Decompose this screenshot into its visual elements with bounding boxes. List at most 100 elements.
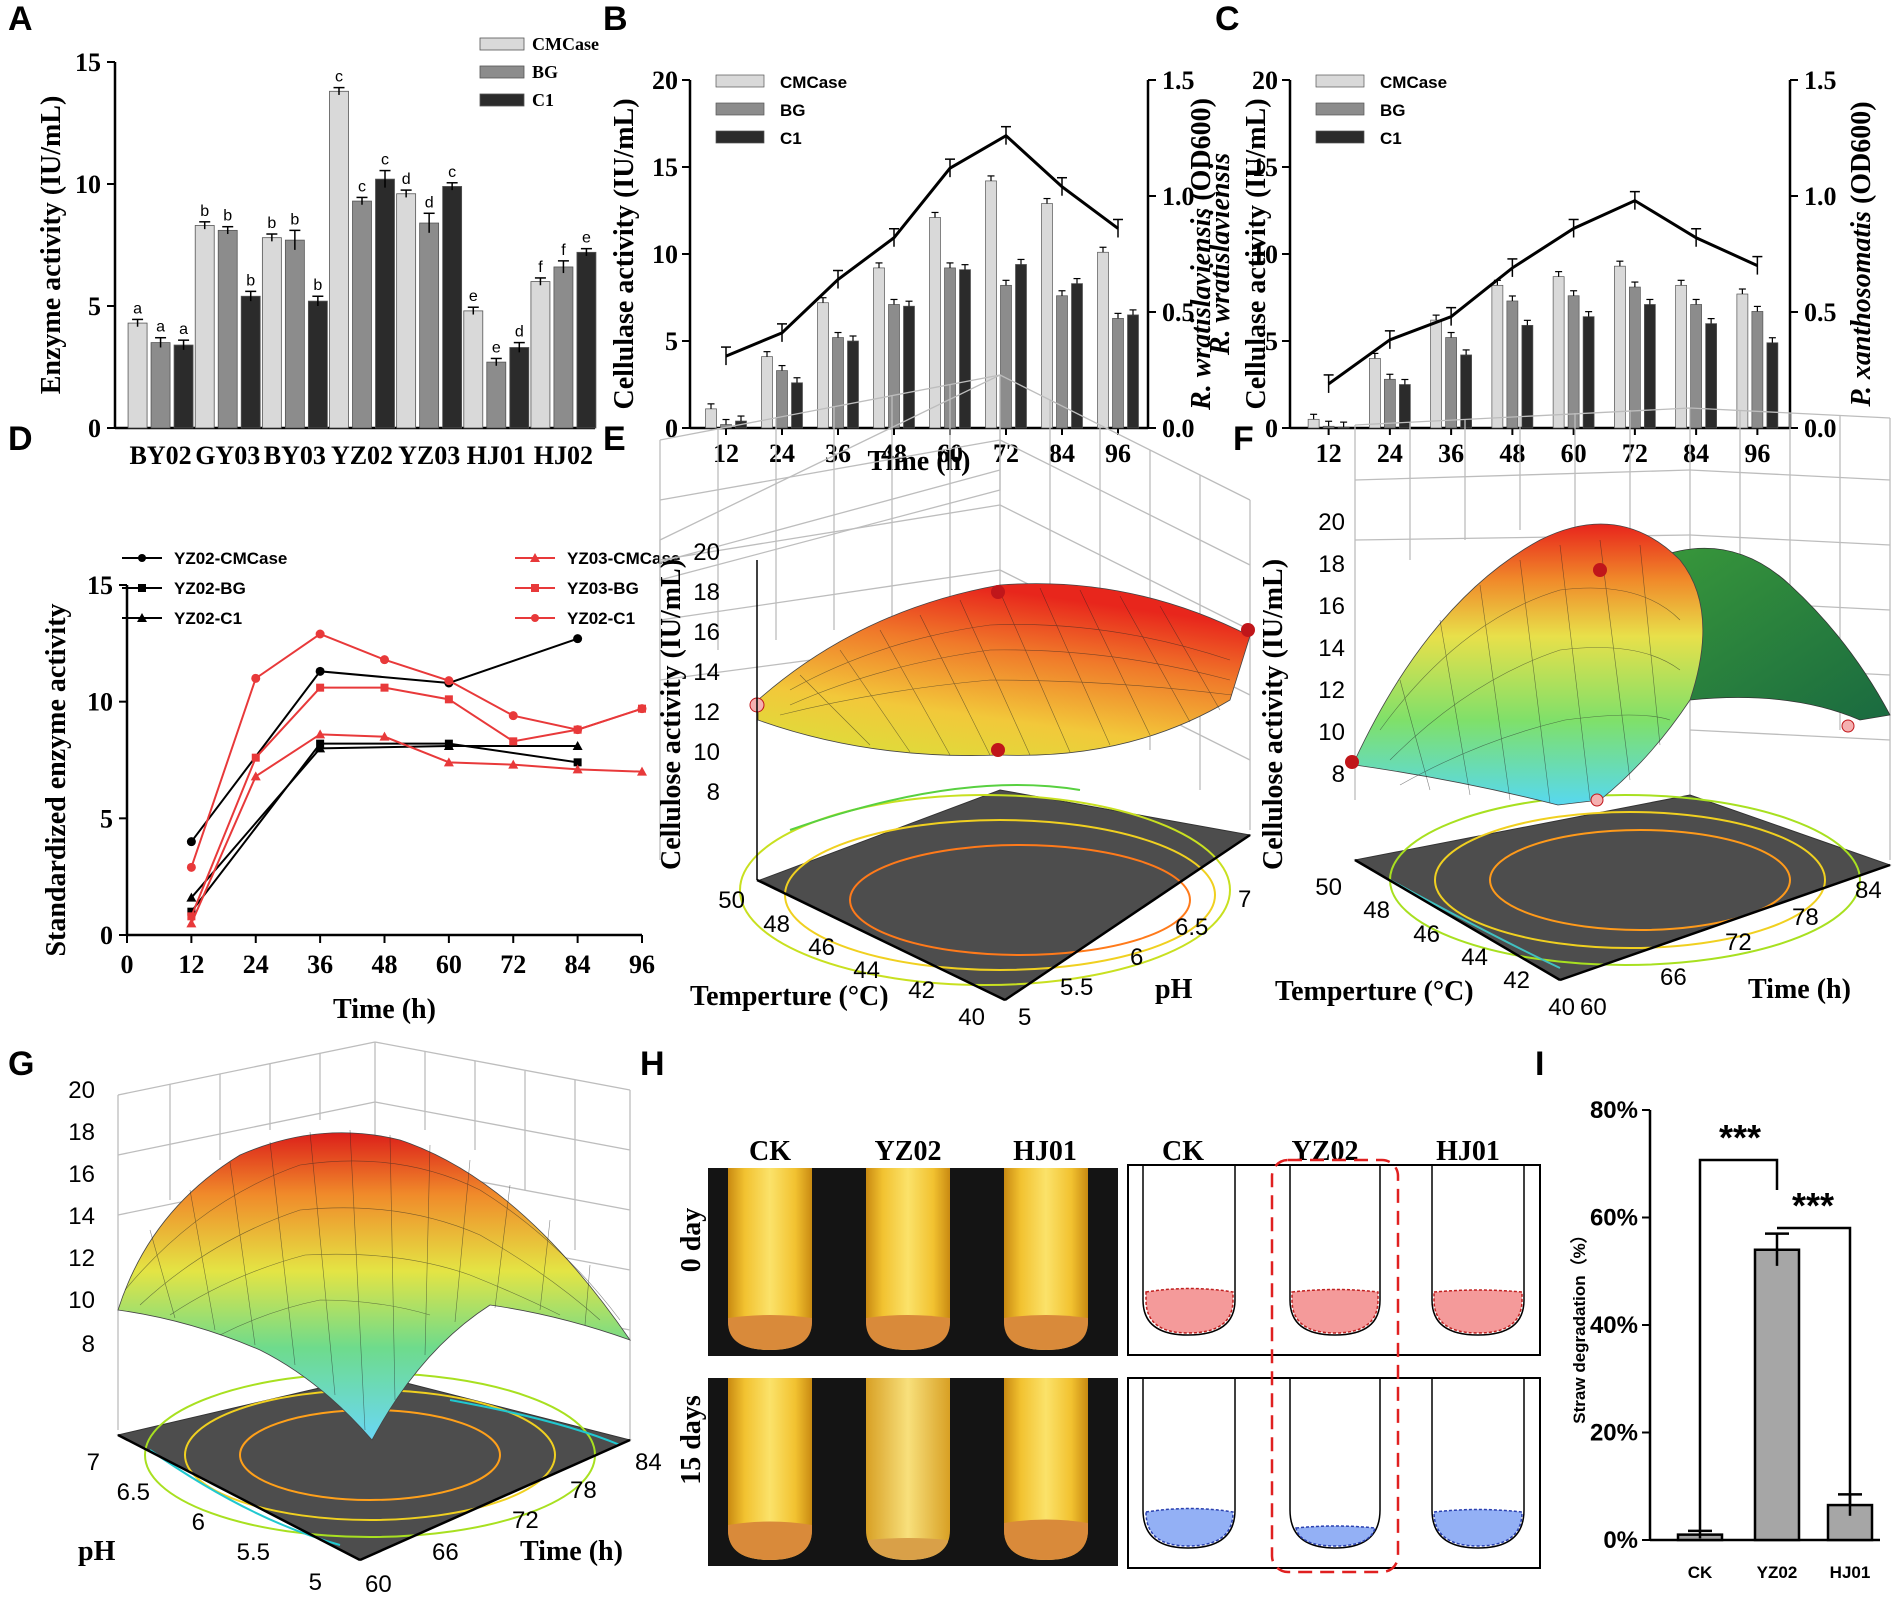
a-bar <box>284 239 305 429</box>
b-legend-label: C1 <box>780 129 802 148</box>
g-y-tick: 66 <box>432 1539 459 1566</box>
a-letter: d <box>515 324 524 341</box>
c-bar <box>1552 276 1565 429</box>
a-letter: b <box>267 215 276 232</box>
h-photo-col-yz02: YZ02 <box>875 1136 942 1167</box>
d-marker <box>316 683 325 692</box>
chart-d: 0 5 10 15 0 12 24 36 48 60 72 84 96 Time (h) Standardi… <box>41 549 680 1025</box>
h-row-15days: 15 days <box>676 1395 707 1485</box>
e-point-bottom <box>991 743 1005 757</box>
f-x-tick: 42 <box>1503 967 1530 994</box>
a-y-tick: 10 <box>75 170 101 199</box>
d-legend-label: YZ03-CMCase <box>567 549 680 568</box>
a-letter: e <box>469 288 478 305</box>
a-letter: b <box>200 203 209 220</box>
a-x-tick: YZ03 <box>398 441 460 470</box>
b-bar <box>791 382 803 429</box>
e-x-tick: 42 <box>908 977 935 1004</box>
c-y-tick: 5 <box>1265 327 1278 356</box>
b-bar <box>1112 318 1124 429</box>
c-bar <box>1430 319 1442 429</box>
f-mesh <box>1379 539 1681 804</box>
a-letter: e <box>492 339 501 356</box>
f-x-tick: 48 <box>1363 897 1390 924</box>
f-point-bottom <box>1590 793 1604 807</box>
d-legend-label: YZ02-C1 <box>567 609 635 628</box>
h-photo-col-ck: CK <box>749 1136 791 1167</box>
a-bar <box>509 347 530 429</box>
c-bar <box>1567 295 1580 429</box>
b-legend-swatch <box>715 74 765 88</box>
f-y-ticks: 60 66 72 78 84 <box>1580 877 1882 1021</box>
i-y-tick: 20% <box>1590 1420 1638 1447</box>
a-bar <box>396 193 417 429</box>
b-y-tick: 15 <box>652 153 678 182</box>
panel-h: CK YZ02 HJ01 CK YZ02 HJ01 0 day 15 days <box>676 1136 1541 1574</box>
g-z-tick: 8 <box>82 1331 95 1358</box>
d-marker <box>508 759 519 769</box>
a-y-tick: 15 <box>75 48 101 77</box>
e-x-tick: 44 <box>853 957 880 984</box>
b-x-tick: 12 <box>713 439 739 468</box>
c-y-tick: 0 <box>1265 414 1278 443</box>
panel-label-b: B <box>603 0 628 38</box>
panel-label-d: D <box>8 420 33 458</box>
c-bar <box>1766 342 1779 429</box>
c-bar <box>1690 304 1702 429</box>
d-marker <box>186 892 197 902</box>
e-x-ticks: 50 48 46 44 42 40 <box>718 887 985 1031</box>
h-photo-col-hj01: HJ01 <box>1013 1136 1077 1167</box>
b-y-tick: 5 <box>665 327 678 356</box>
d-marker <box>573 758 582 767</box>
a-legend-swatch <box>479 37 525 51</box>
e-point-right <box>1241 623 1255 637</box>
b-bar <box>888 304 900 429</box>
b-y-label: Cellulase activity (IU/mL) <box>609 98 640 409</box>
f-x-tick: 44 <box>1461 944 1488 971</box>
e-y-tick: 5.5 <box>1060 974 1093 1001</box>
h-row-0day: 0 day <box>676 1208 707 1273</box>
c-y-label: Cellulase activity (IU/mL) <box>1241 98 1272 409</box>
b-bar <box>985 180 997 429</box>
c-x-tick: 48 <box>1499 439 1525 468</box>
a-letter: c <box>358 178 366 195</box>
d-marker <box>315 743 326 753</box>
b-legend-label: CMCase <box>780 73 847 92</box>
panel-label-e: E <box>603 420 626 458</box>
f-y-tick: 78 <box>1792 904 1819 931</box>
d-x-tick: 72 <box>500 950 526 979</box>
b-legend-swatch <box>715 130 765 144</box>
chart-e: 20 18 16 14 12 10 8 Cellulose activity (… <box>656 373 1255 1031</box>
f-z-ticks: 20 18 16 14 12 10 8 <box>1318 509 1345 788</box>
chart-i: 0% 20% 40% 60% 80% Straw degradation（%） CK YZ02… <box>1569 1097 1880 1582</box>
e-y-ticks: 5 5.5 6 6.5 7 <box>1018 886 1251 1031</box>
a-letter: f <box>561 242 566 259</box>
a-letter: d <box>425 194 434 211</box>
e-y-tick: 7 <box>1238 886 1251 913</box>
d-y-tick: 15 <box>87 571 113 600</box>
b-y-tick: 10 <box>652 240 678 269</box>
c-x-tick: 24 <box>1377 439 1403 468</box>
d-x-label: Time (h) <box>333 994 436 1025</box>
a-bar <box>419 222 440 429</box>
h-draw-col-ck: CK <box>1162 1136 1204 1167</box>
a-letter: c <box>381 152 389 169</box>
d-marker <box>443 741 454 750</box>
a-bar <box>240 295 261 429</box>
e-z-tick: 18 <box>693 579 720 606</box>
f-surface <box>1354 523 1704 806</box>
d-marker <box>509 737 518 746</box>
c-bar <box>1307 418 1320 429</box>
d-y-label: Standardized enzyme activity <box>41 603 72 956</box>
a-y-label: Enzyme activity (IU/mL) <box>36 96 67 395</box>
d-marker <box>315 629 325 639</box>
g-z-tick: 16 <box>68 1161 95 1188</box>
i-x-tick: CK <box>1688 1563 1713 1582</box>
f-y-tick: 66 <box>1660 964 1687 991</box>
e-x-tick: 40 <box>958 1004 985 1031</box>
a-legend-swatch <box>479 93 525 107</box>
d-marker <box>187 907 196 916</box>
e-z-ticks: 20 18 16 14 12 10 8 <box>693 539 720 806</box>
d-legend-marker <box>530 553 540 562</box>
